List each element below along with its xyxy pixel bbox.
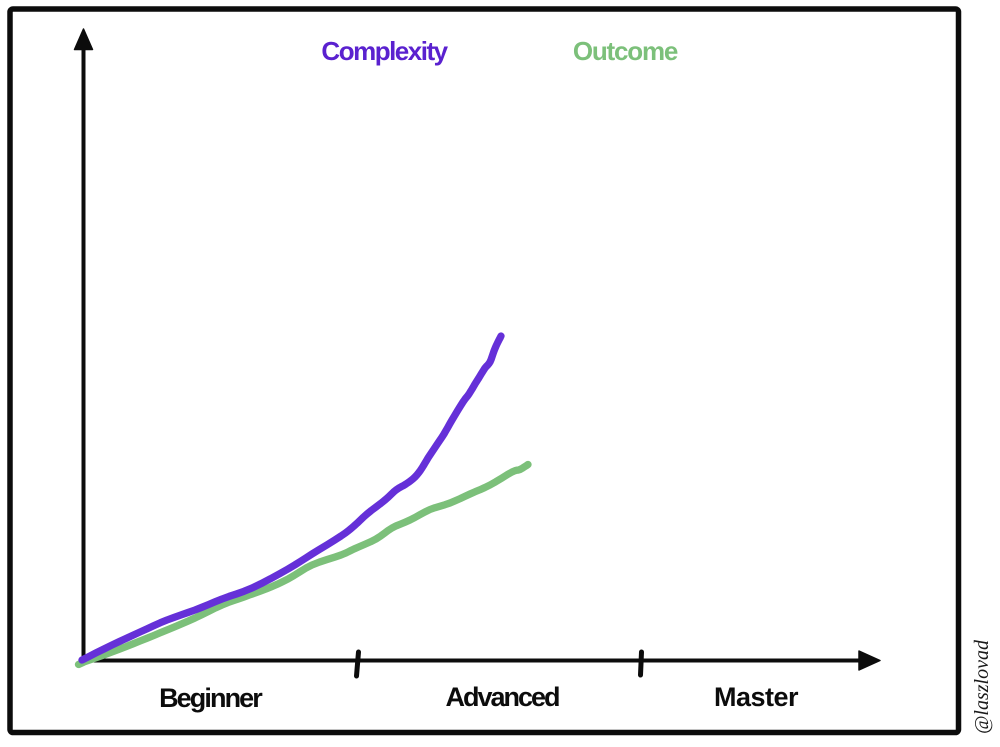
svg-text:Advanced: Advanced — [445, 682, 559, 712]
svg-text:Complexity: Complexity — [321, 36, 448, 66]
svg-text:@laszlovad: @laszlovad — [971, 639, 993, 734]
svg-text:Beginner: Beginner — [159, 683, 263, 713]
svg-text:Master: Master — [714, 682, 799, 712]
svg-text:Outcome: Outcome — [573, 36, 678, 66]
